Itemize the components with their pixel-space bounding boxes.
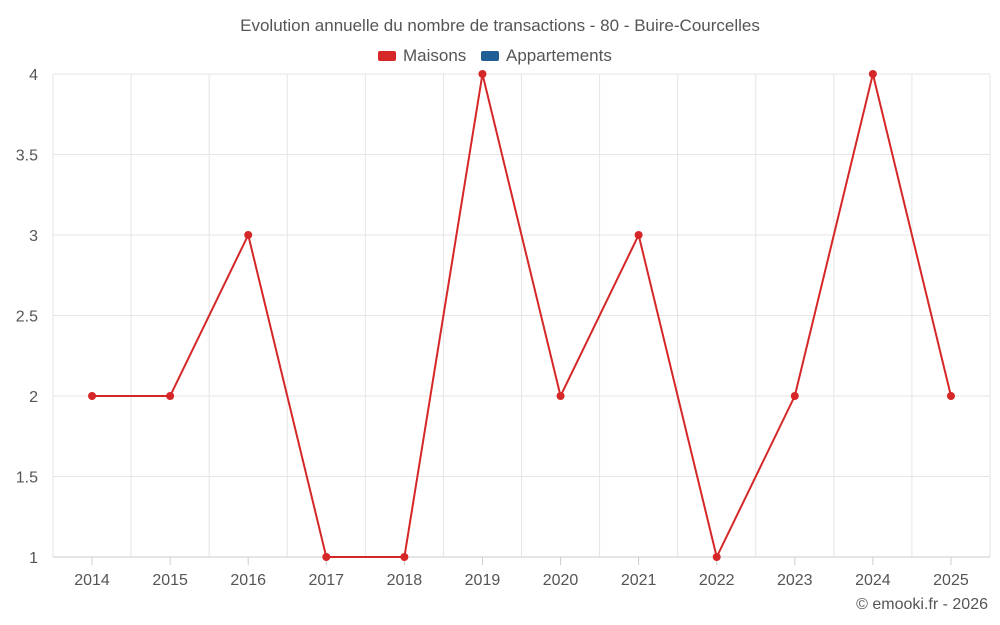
y-tick-label: 2 xyxy=(29,389,38,406)
y-tick-label: 4 xyxy=(29,67,38,84)
grid xyxy=(52,73,991,558)
legend-label-maisons: Maisons xyxy=(403,46,466,65)
data-point-maisons[interactable] xyxy=(790,392,799,400)
x-tick-label: 2020 xyxy=(543,572,579,589)
y-tick-label: 1.5 xyxy=(16,470,38,487)
chart-title: Evolution annuelle du nombre de transact… xyxy=(240,16,760,35)
legend-item-appartements[interactable]: Appartements xyxy=(481,46,612,65)
data-point-maisons[interactable] xyxy=(400,553,409,561)
data-point-maisons[interactable] xyxy=(478,70,487,78)
x-tick-label: 2019 xyxy=(465,572,501,589)
legend-item-maisons[interactable]: Maisons xyxy=(378,46,466,65)
y-tick-label: 3.5 xyxy=(16,148,38,165)
x-tick-label: 2025 xyxy=(933,572,969,589)
x-tick-label: 2023 xyxy=(777,572,813,589)
x-tick-label: 2018 xyxy=(387,572,423,589)
series-maisons xyxy=(88,70,955,561)
x-tick-label: 2015 xyxy=(152,572,188,589)
y-tick-label: 2.5 xyxy=(16,309,38,326)
x-tick-label: 2017 xyxy=(308,572,344,589)
data-point-maisons[interactable] xyxy=(556,392,565,400)
x-tick-label: 2016 xyxy=(230,572,266,589)
series-line-maisons xyxy=(92,73,952,558)
y-tick-label: 1 xyxy=(29,550,38,567)
x-axis-ticks: 2014 2015 2016 2017 2018 2019 2020 2021 2022 2023… xyxy=(74,557,969,589)
legend-swatch-appartements xyxy=(481,51,499,61)
x-tick-label: 2024 xyxy=(855,572,891,589)
data-point-maisons[interactable] xyxy=(634,231,643,239)
legend-label-appartements: Appartements xyxy=(506,46,612,65)
data-point-maisons[interactable] xyxy=(88,392,97,400)
data-point-maisons[interactable] xyxy=(166,392,175,400)
legend-swatch-maisons xyxy=(378,51,396,61)
data-point-maisons[interactable] xyxy=(244,231,253,239)
legend: Maisons Appartements xyxy=(378,46,612,65)
data-point-maisons[interactable] xyxy=(322,553,331,561)
x-tick-label: 2014 xyxy=(74,572,110,589)
x-tick-label: 2021 xyxy=(621,572,657,589)
data-point-maisons[interactable] xyxy=(946,392,955,400)
data-point-maisons[interactable] xyxy=(712,553,721,561)
x-tick-label: 2022 xyxy=(699,572,735,589)
y-axis-ticks: 1 1.5 2 2.5 3 3.5 4 xyxy=(16,67,38,567)
data-point-maisons[interactable] xyxy=(868,70,877,78)
y-tick-label: 3 xyxy=(29,228,38,245)
credit: © emooki.fr - 2026 xyxy=(856,596,988,613)
